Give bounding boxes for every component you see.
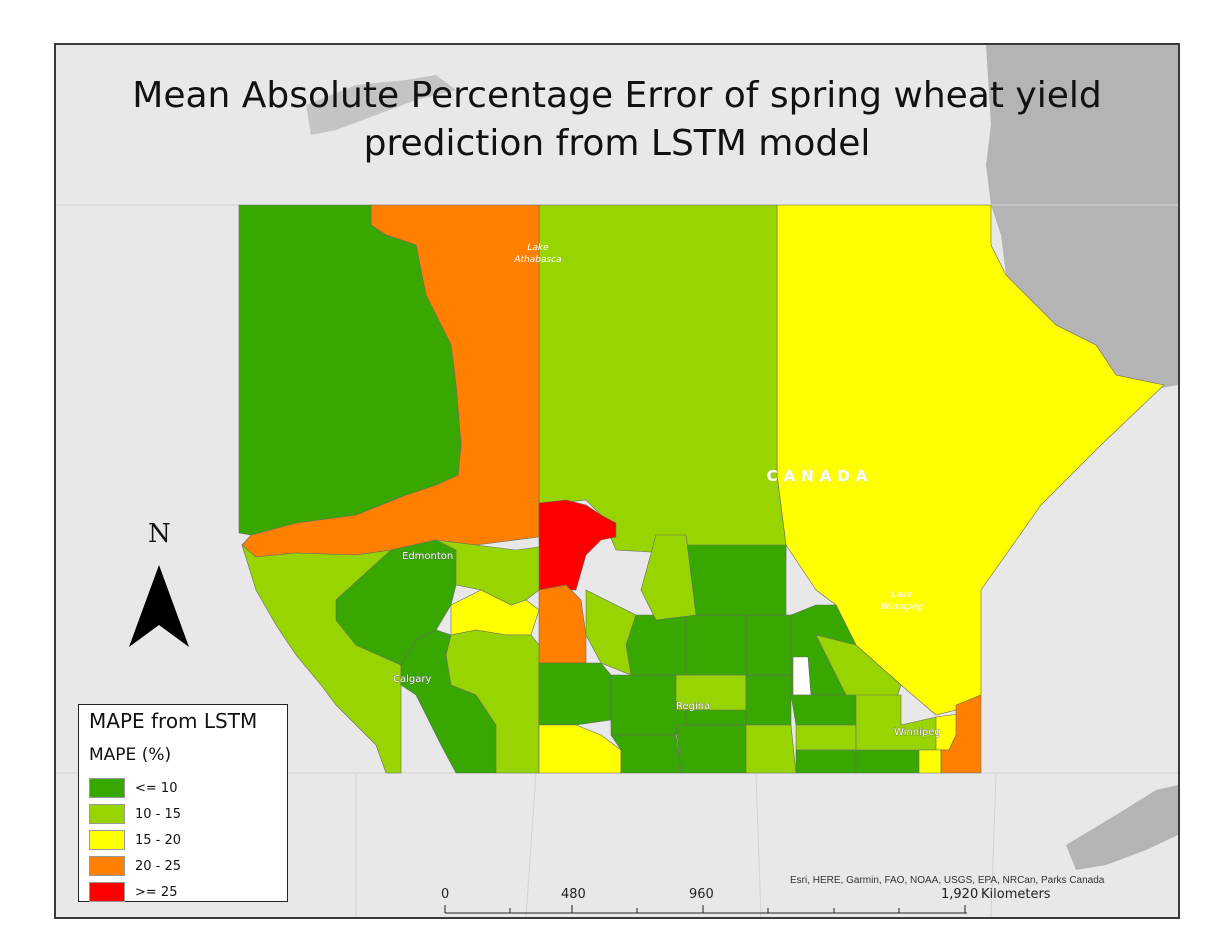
legend-label: >= 25 [135,884,178,900]
north-arrow-label: N [148,519,171,549]
region-sask-mid-green-2 [685,614,747,676]
region-alberta-southeast [445,629,540,774]
legend-title: MAPE from LSTM [89,709,258,733]
legend-label: <= 10 [135,780,178,796]
legend-swatch [89,804,125,824]
city-winnipeg: Winnipeg [894,727,941,738]
region-manitoba-north [776,204,1165,716]
region-sask-lightgreen-3 [585,589,637,676]
region-manitoba-yellow-2 [918,749,942,774]
map-frame: Lake Athabasca Lake Winnipeg CANADA Edmo… [54,43,1180,919]
scale-label: 960 [689,887,714,902]
region-manitoba-green-2 [790,694,857,726]
region-alberta-central [335,539,457,666]
region-sask-lightgreen-2 [640,534,697,621]
region-manitoba-lightgreen-1 [815,634,902,701]
legend: MAPE from LSTM MAPE (%) <= 10 10 - 15 15… [78,704,288,902]
region-manitoba-nodata [792,656,812,696]
lake-athabasca-label-1: Lake [527,243,549,253]
region-sask-east-1 [745,674,792,726]
region-alberta-northwest [238,204,462,536]
region-manitoba-green-4 [855,749,920,774]
legend-subtitle: MAPE (%) [89,745,172,765]
region-sask-central-4 [675,724,747,774]
great-slave-lake-water [306,75,456,135]
scale-label: 1,920 [941,887,979,902]
map-attribution: Esri, HERE, Garmin, FAO, NOAA, USGS, EPA… [790,875,1105,886]
scale-label: 480 [561,887,586,902]
region-sask-north-green [685,544,787,616]
region-sask-central-2 [610,734,682,774]
scale-label: 0 [441,887,450,902]
region-manitoba-orange [940,694,982,774]
region-sask-central-1 [610,674,687,736]
legend-item: 20 - 25 [89,855,181,877]
region-manitoba-lightgreen-2 [795,724,857,751]
city-edmonton: Edmonton [402,551,453,562]
legend-swatch [89,830,125,850]
region-sask-east-lg [745,724,797,774]
region-sask-east-green-2 [745,614,792,676]
map-title-line-1: Mean Absolute Percentage Error of spring… [132,75,1102,116]
region-sask-mid-green [625,614,692,676]
lake-winnipeg-label-1: Lake [891,590,913,600]
north-arrow-icon [129,565,189,647]
legend-label: 20 - 25 [135,858,182,874]
city-calgary: Calgary [393,674,431,685]
country-label: CANADA [767,467,874,485]
region-manitoba-green-3 [795,749,857,774]
lake-winnipeg-label-2: Winnipeg [881,602,924,612]
city-regina: Regina [676,701,710,712]
legend-label: 10 - 15 [135,806,182,822]
lake-superior-water [1066,785,1178,870]
map-title-line-2: prediction from LSTM model [363,123,871,164]
legend-item: 15 - 20 [89,829,181,851]
legend-swatch [89,778,125,798]
legend-swatch [89,882,125,902]
scale-unit: Kilometers [981,887,1051,902]
legend-item: <= 10 [89,777,177,799]
lake-athabasca-label-2: Athabasca [513,255,561,265]
legend-item: 10 - 15 [89,803,181,825]
choropleth [238,204,1165,774]
region-sask-southwest-green [538,662,612,726]
legend-item: >= 25 [89,881,177,903]
scale-bar: 0 480 960 1,920 Kilometers [441,887,1101,915]
legend-swatch [89,856,125,876]
scale-bar-line [444,905,967,914]
region-alberta-foothills [241,544,402,774]
legend-label: 15 - 20 [135,832,182,848]
